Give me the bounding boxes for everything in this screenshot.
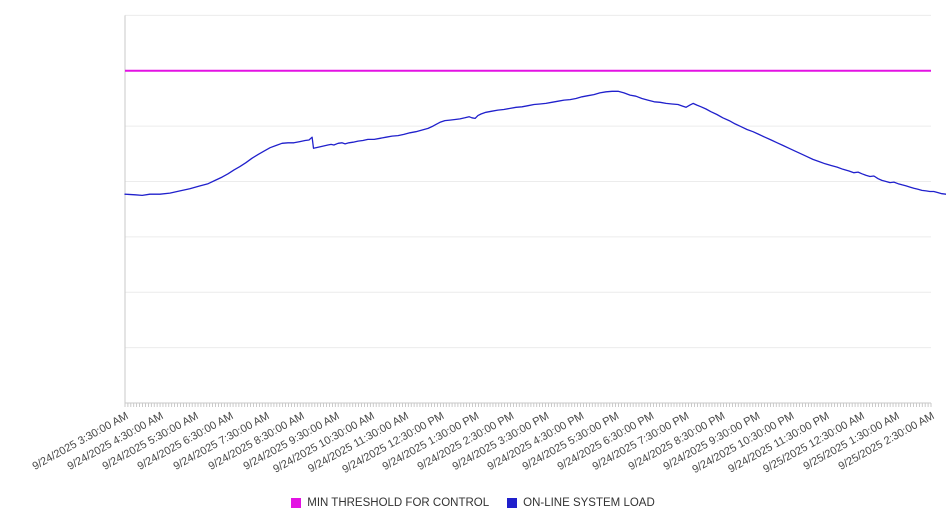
legend-item-load[interactable]: ON-LINE SYSTEM LOAD [507, 497, 655, 509]
gridlines [125, 14, 931, 349]
threshold-swatch-icon [291, 498, 302, 508]
load-line [124, 90, 946, 197]
x-axis-minor-ticks [124, 403, 932, 407]
legend-label-threshold: MIN THRESHOLD FOR CONTROL [307, 497, 490, 509]
legend-label-load: ON-LINE SYSTEM LOAD [523, 497, 655, 509]
legend-item-threshold[interactable]: MIN THRESHOLD FOR CONTROL [291, 497, 489, 509]
axis-lines [124, 15, 931, 404]
load-swatch-icon [507, 498, 518, 508]
legend: MIN THRESHOLD FOR CONTROL ON-LINE SYSTEM… [0, 497, 946, 509]
